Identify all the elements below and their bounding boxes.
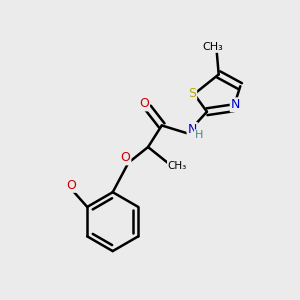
Text: CH₃: CH₃ — [202, 42, 223, 52]
Text: N: N — [188, 123, 197, 136]
Text: O: O — [67, 179, 76, 192]
Text: O: O — [121, 152, 130, 164]
Text: H: H — [195, 130, 203, 140]
Text: CH₃: CH₃ — [168, 161, 187, 171]
Text: N: N — [231, 98, 240, 111]
Text: S: S — [188, 87, 196, 100]
Text: O: O — [139, 98, 149, 110]
